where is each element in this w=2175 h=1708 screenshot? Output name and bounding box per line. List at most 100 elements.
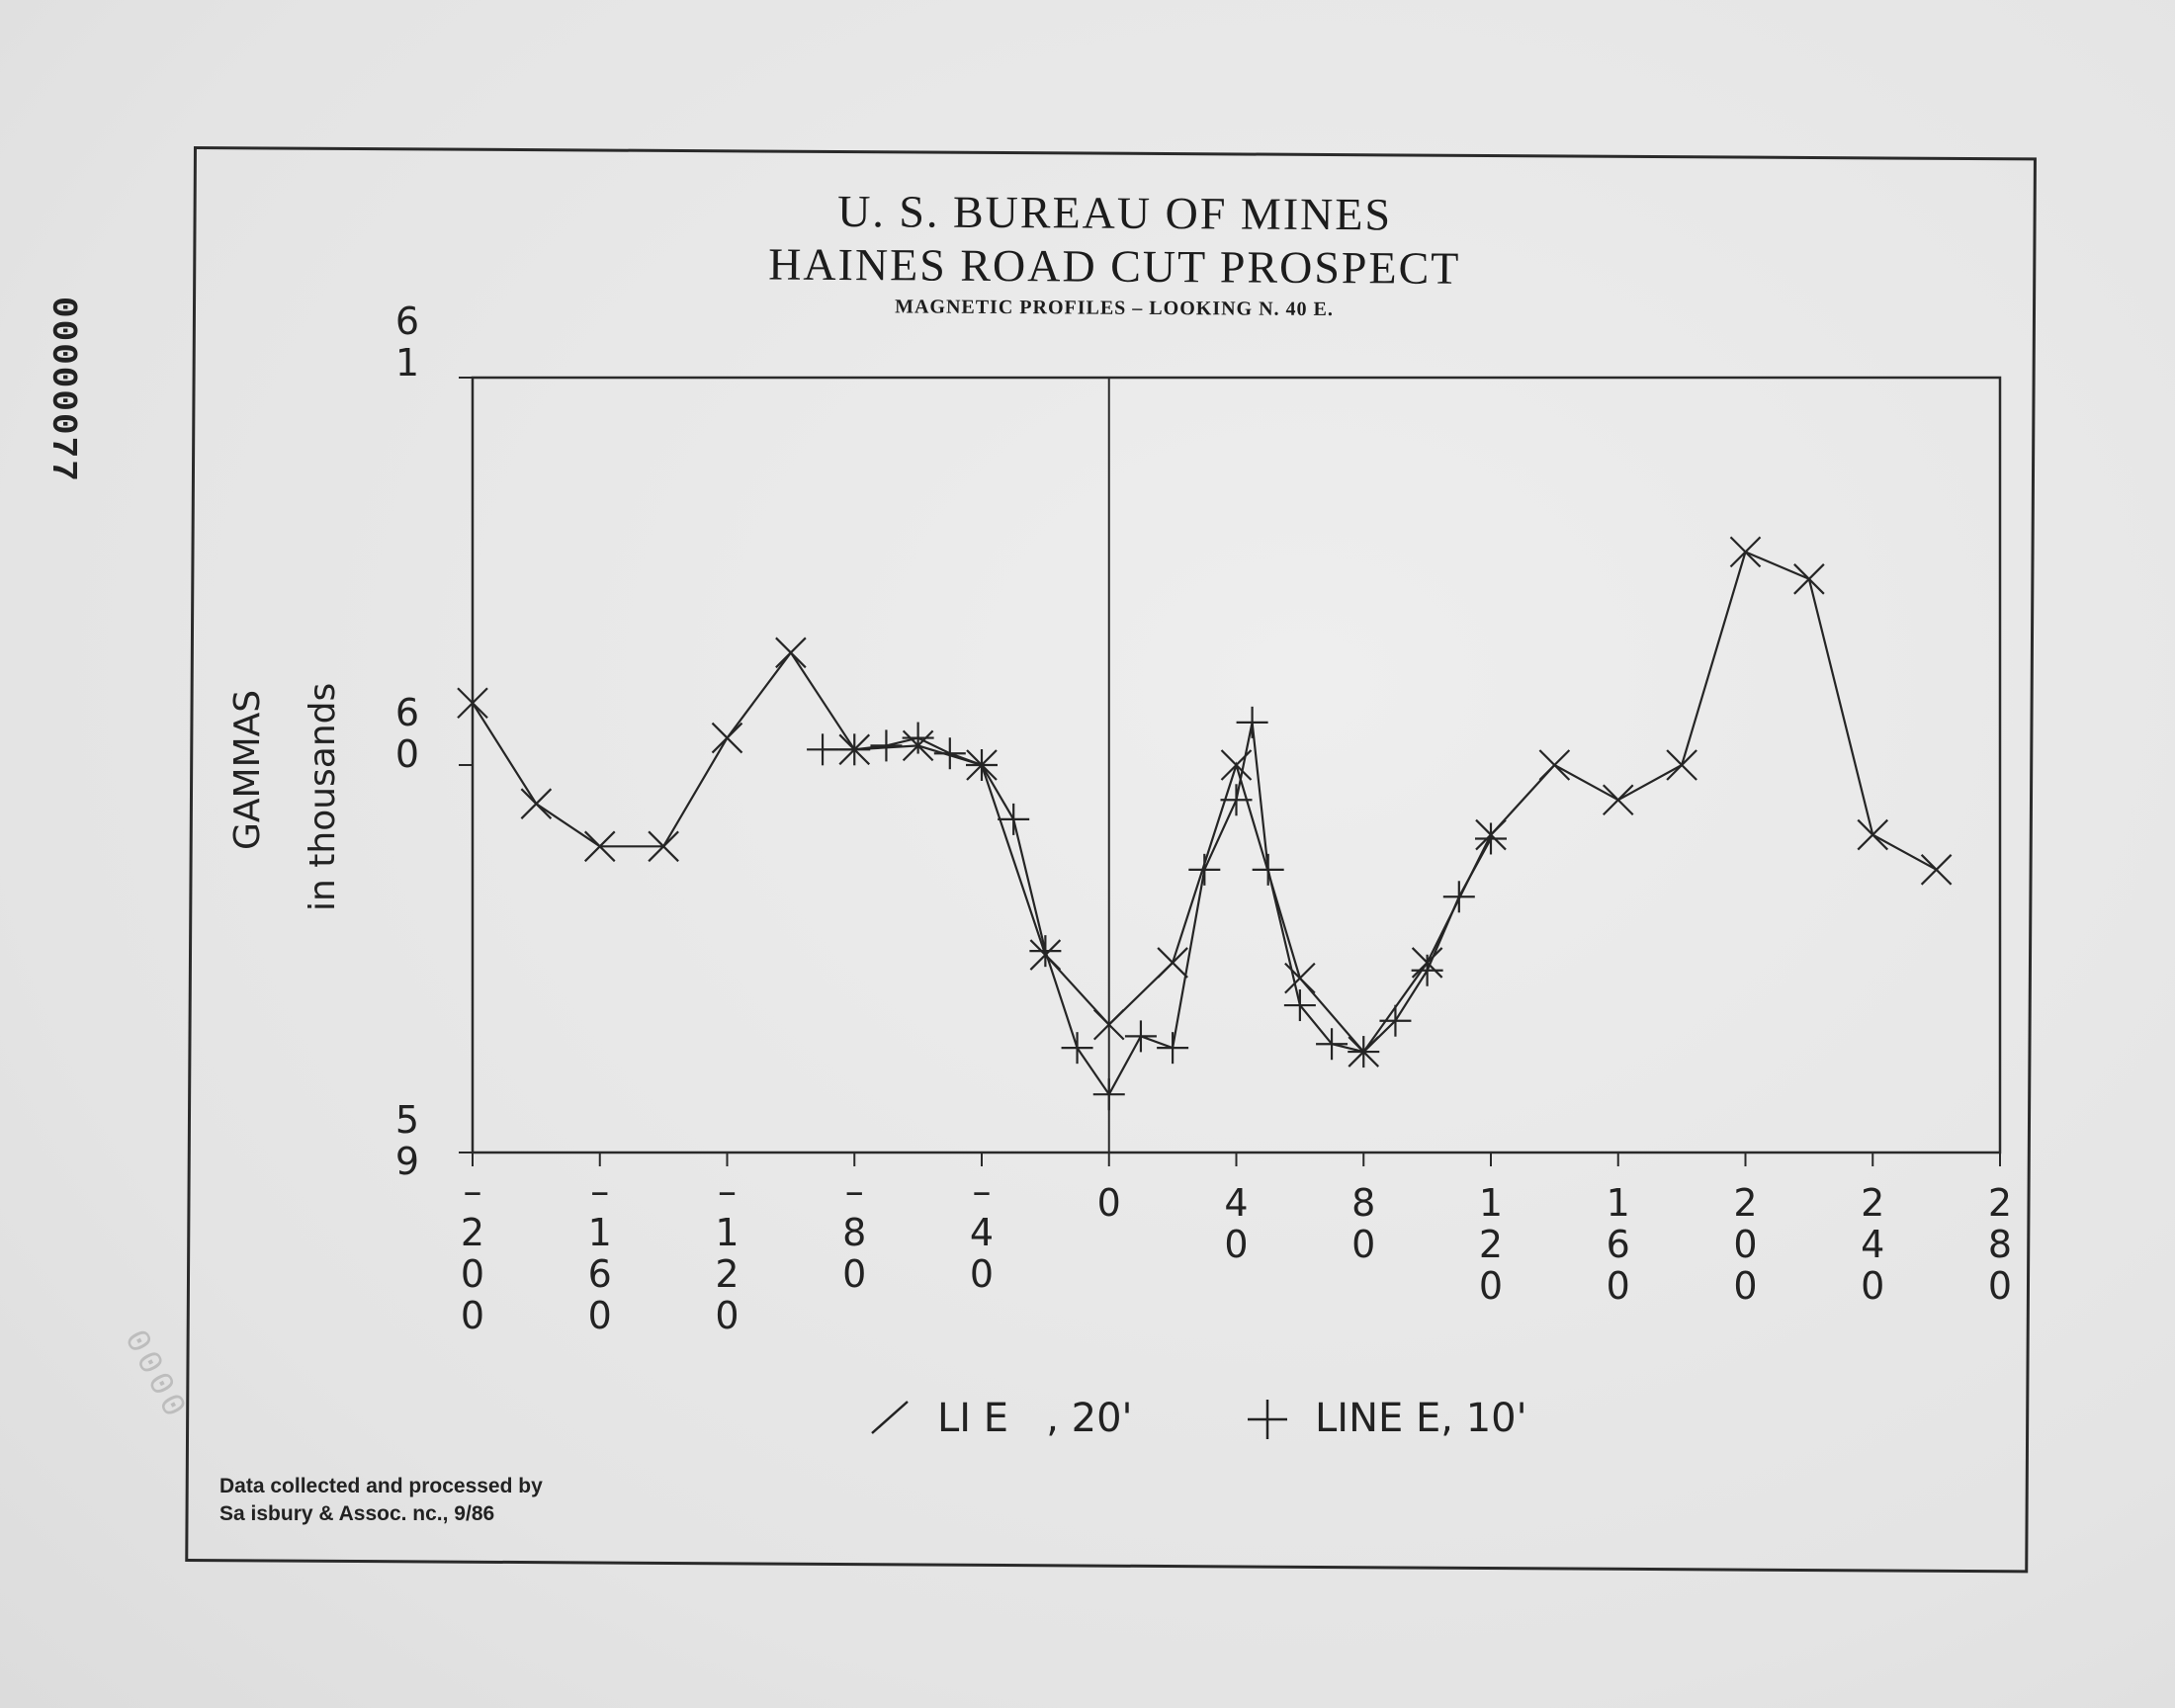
- x-tick-label: –2 0 0: [461, 1169, 484, 1337]
- plus-marker: [1092, 1078, 1125, 1111]
- x-tick-label: –1 6 0: [588, 1169, 612, 1337]
- x-tick-char: 2: [1479, 1223, 1503, 1266]
- x-marker-stroke: [1538, 749, 1571, 781]
- x-marker: [1729, 536, 1762, 568]
- x-marker-stroke: [1092, 1008, 1125, 1041]
- x-tick-char: 0: [1351, 1223, 1375, 1266]
- x-tick-char: 0: [461, 1252, 484, 1296]
- x-tick-char: 0: [588, 1294, 612, 1337]
- plus-marker: [1124, 1020, 1157, 1053]
- x-tick-char: 0: [715, 1294, 739, 1337]
- x-tick-char: –: [845, 1169, 864, 1213]
- x-tick-char: 0: [842, 1252, 866, 1296]
- x-tick-char: 6: [1607, 1223, 1630, 1266]
- x-marker: [1284, 962, 1316, 994]
- x-marker-stroke: [583, 830, 616, 863]
- plus-marker: [838, 733, 871, 766]
- plus-marker: [1475, 822, 1507, 855]
- series-line: [472, 550, 1938, 1054]
- x-marker-stroke: [775, 637, 807, 669]
- x-marker-stroke: [520, 788, 553, 819]
- plus-marker: [902, 722, 934, 754]
- plus-marker: [1316, 1028, 1348, 1061]
- legend-label-line-20: LI E , 20': [937, 1396, 1133, 1441]
- series-line: [823, 722, 1492, 1097]
- x-tick-char: 8: [1351, 1181, 1375, 1225]
- plus-marker: [1188, 853, 1221, 886]
- x-tick-label: –1 2 0: [715, 1169, 739, 1337]
- x-marker: [520, 788, 553, 819]
- x-tick-char: 1: [1479, 1181, 1503, 1225]
- plus-marker: [870, 729, 903, 762]
- y-axis-title: GAMMAS in thousands: [227, 683, 343, 911]
- x-tick-char: –: [464, 1169, 482, 1213]
- credit-note: Data collected and processed by Sa isbur…: [219, 1473, 543, 1528]
- x-tick-char: 1: [715, 1211, 739, 1254]
- x-tick-char: 4: [970, 1211, 994, 1254]
- x-tick-char: 2: [1733, 1181, 1757, 1225]
- plus-marker: [1220, 784, 1253, 816]
- x-marker-stroke: [648, 830, 679, 863]
- x-marker: [1666, 749, 1697, 781]
- data-series: [457, 536, 1953, 1111]
- y-tick-digit: 9: [395, 1140, 419, 1183]
- x-marker: [583, 830, 616, 863]
- x-tick-label: –8 0: [842, 1169, 866, 1296]
- x-tick-char: 0: [1097, 1181, 1121, 1225]
- y-tick-digit: 6: [395, 691, 419, 734]
- x-marker-stroke: [1157, 947, 1188, 979]
- plus-marker: [1348, 1036, 1380, 1068]
- plus-marker: [1252, 853, 1284, 886]
- x-tick-char: 2: [1861, 1181, 1884, 1225]
- series-line-e-10ft: [807, 706, 1507, 1111]
- y-tick-digit: 5: [395, 1098, 419, 1142]
- x-tick-char: 2: [715, 1252, 739, 1296]
- x-marker-stroke: [1284, 962, 1316, 994]
- x-marker: [775, 637, 807, 669]
- y-axis-label-gammas: GAMMAS: [227, 690, 268, 850]
- x-tick-char: 4: [1224, 1181, 1248, 1225]
- plus-marker: [807, 733, 839, 766]
- x-tick-char: –: [590, 1169, 609, 1213]
- x-marker: [648, 830, 679, 863]
- legend-label-line-e-10: LINE E, 10': [1315, 1396, 1527, 1441]
- x-marker: [1857, 818, 1889, 851]
- x-tick-label: 0: [1097, 1181, 1121, 1225]
- x-tick-char: 0: [461, 1294, 484, 1337]
- plus-marker: [998, 803, 1030, 835]
- x-marker: [457, 687, 488, 720]
- x-tick-char: 2: [461, 1211, 484, 1254]
- credit-line-1: Data collected and processed by: [219, 1475, 543, 1497]
- x-tick-char: 0: [970, 1252, 994, 1296]
- x-tick-char: 2: [1988, 1181, 2012, 1225]
- plus-marker: [1379, 1004, 1412, 1037]
- x-tick-char: 0: [1733, 1264, 1757, 1308]
- x-marker-stroke: [1602, 784, 1634, 816]
- x-marker: [1602, 784, 1634, 816]
- plot-area: 6 16 05 9 –2 0 0– 1 6 0– 1 2 0– 8 0– 4 00 4 08 01 2 01 6 02 0 02…: [395, 299, 2012, 1337]
- y-tick-digit: 6: [395, 299, 419, 343]
- x-tick-char: 8: [842, 1211, 866, 1254]
- x-tick-char: 4: [1861, 1223, 1884, 1266]
- x-marker-stroke: [1857, 818, 1889, 851]
- x-marker-stroke: [1920, 854, 1953, 886]
- x-tick-char: 0: [1861, 1264, 1884, 1308]
- plus-marker: [1442, 881, 1475, 913]
- plus-marker: [933, 737, 966, 770]
- plus-marker: [1061, 1032, 1093, 1065]
- plus-marker: [1283, 989, 1316, 1022]
- x-marker: [1157, 947, 1188, 979]
- series-line-20ft: [457, 536, 1953, 1068]
- x-tick-char: 0: [1479, 1264, 1503, 1308]
